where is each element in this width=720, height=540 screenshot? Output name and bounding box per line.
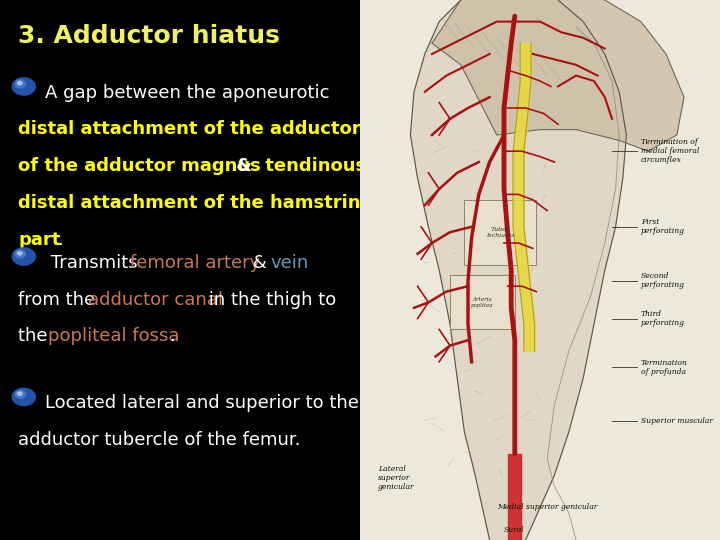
Text: Termination
of profunda: Termination of profunda [641,359,688,376]
Text: Lateral
superior
genicular: Lateral superior genicular [378,465,415,491]
Text: Transmits: Transmits [45,254,144,272]
Text: Located lateral and superior to the: Located lateral and superior to the [45,394,359,412]
Text: from the: from the [18,291,101,308]
Text: .: . [57,231,63,248]
Text: 3. Adductor hiatus: 3. Adductor hiatus [18,24,280,48]
Text: vein: vein [270,254,308,272]
Text: the: the [18,327,53,345]
Circle shape [15,80,25,87]
Text: in the thigh to: in the thigh to [203,291,336,308]
Text: adductor tubercle of the femur.: adductor tubercle of the femur. [18,431,300,449]
Text: Termination of
medial femoral
circumflex: Termination of medial femoral circumflex [641,138,699,164]
Text: popliteal fossa: popliteal fossa [48,327,180,345]
Text: of the adductor magnus: of the adductor magnus [18,157,261,175]
Polygon shape [410,0,626,540]
Circle shape [12,388,35,406]
Circle shape [17,252,22,255]
Text: femoral artery: femoral artery [130,254,261,272]
Text: Tuber
Ischiadis: Tuber Ischiadis [486,227,515,238]
Text: Medial superior genicular: Medial superior genicular [497,503,597,510]
Circle shape [17,82,22,85]
Text: Superior muscular: Superior muscular [641,417,713,425]
Text: Second
perforating: Second perforating [641,272,685,289]
Circle shape [15,390,25,398]
Text: &: & [247,254,272,272]
Circle shape [12,248,35,265]
Text: distal attachment of the hamstring: distal attachment of the hamstring [18,194,373,212]
Text: .: . [169,327,175,345]
Text: part: part [18,231,60,248]
Text: A gap between the aponeurotic: A gap between the aponeurotic [45,84,330,102]
Text: distal attachment of the adductor part: distal attachment of the adductor part [18,120,409,138]
FancyBboxPatch shape [464,200,536,265]
Circle shape [17,392,22,395]
Polygon shape [432,0,684,151]
Text: Third
perforating: Third perforating [641,310,685,327]
Text: &: & [230,157,258,175]
FancyBboxPatch shape [450,275,515,329]
Text: First
perforating: First perforating [641,218,685,235]
Text: adductor canal: adductor canal [88,291,223,308]
Circle shape [12,78,35,95]
Circle shape [15,250,25,258]
Text: Arteria
poplitea: Arteria poplitea [471,297,494,308]
Text: Sural: Sural [504,526,525,534]
Text: tendinous: tendinous [259,157,366,175]
